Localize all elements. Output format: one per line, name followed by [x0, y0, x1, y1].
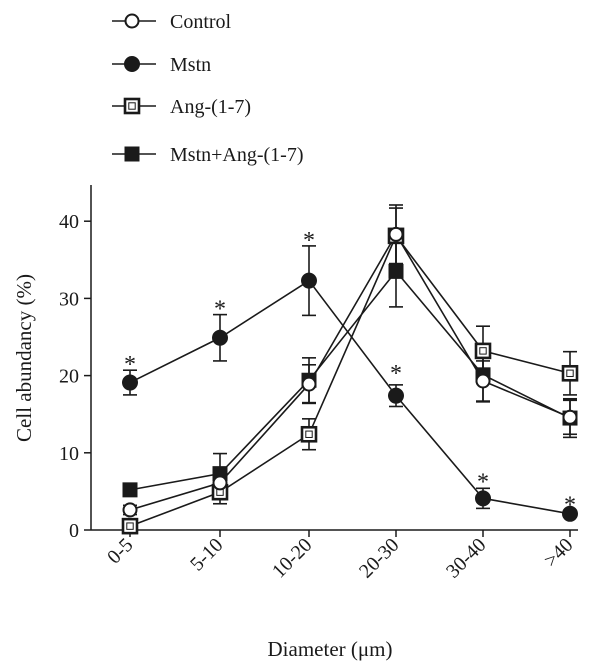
- significance-marks: * * * * * *: [124, 228, 576, 519]
- legend-label: Control: [170, 11, 232, 33]
- series-line-mstn-ang-1-7: [129, 270, 571, 491]
- data-point-ang-1-7-inner: [126, 522, 134, 530]
- data-point-mstn: [475, 490, 491, 507]
- legend-marker: [124, 56, 140, 72]
- data-point-mstn-ang-1-7: [388, 263, 404, 279]
- data-point-mstn-ang-1-7: [122, 482, 138, 498]
- data-point-ang-1-7-outer: [474, 342, 492, 360]
- data-point-ang-1-7-inner: [566, 369, 574, 377]
- x-tick-label: 0-5: [103, 534, 137, 568]
- series-line-mstn: [129, 279, 571, 515]
- series-line-ang-1-7: [129, 234, 571, 527]
- data-point-mstn: [562, 505, 578, 522]
- y-tick-label: 30: [59, 288, 79, 310]
- data-point-ang-1-7-inner: [305, 430, 313, 438]
- significance-asterisk: *: [390, 361, 402, 387]
- legend: Control Mstn Ang-(1-7) Mstn+Ang-(1-7): [112, 11, 304, 166]
- legend-marker-outer: [123, 97, 141, 115]
- data-point-mstn: [388, 387, 404, 404]
- x-tick-label: >40: [540, 534, 578, 572]
- significance-asterisk: *: [564, 492, 576, 518]
- legend-label: Ang-(1-7): [170, 96, 251, 118]
- data-point-ang-1-7: [121, 517, 139, 535]
- legend-label: Mstn: [170, 54, 211, 76]
- data-point-control: [212, 475, 228, 491]
- legend-item-mstn: Mstn: [112, 54, 211, 76]
- legend-item-ang-1-7: Ang-(1-7): [112, 96, 251, 118]
- y-axis-label: Cell abundancy (%): [12, 274, 36, 442]
- data-point-ang-1-7-outer: [300, 425, 318, 443]
- significance-asterisk: *: [477, 469, 489, 495]
- data-point-mstn: [301, 272, 317, 289]
- y-tick-label: 40: [59, 211, 79, 233]
- data-point-ang-1-7-inner: [479, 347, 487, 355]
- legend-marker-inner: [128, 102, 136, 110]
- significance-asterisk: *: [124, 352, 136, 378]
- legend-item-control: Control: [112, 11, 232, 33]
- data-point-ang-1-7-outer: [561, 364, 579, 382]
- significance-asterisk: *: [303, 228, 315, 254]
- data-point-ang-1-7: [474, 342, 492, 360]
- data-point-control: [562, 409, 578, 425]
- data-point-control: [122, 502, 138, 518]
- legend-marker: [123, 97, 141, 115]
- series-line-control: [129, 232, 571, 511]
- data-point-ang-1-7: [300, 425, 318, 443]
- y-tick-label: 10: [59, 443, 79, 465]
- x-tick-label: 5-10: [186, 534, 227, 575]
- data-point-ang-1-7-outer: [121, 517, 139, 535]
- data-point-control: [388, 226, 404, 242]
- y-tick-label: 0: [69, 520, 79, 542]
- data-point-control: [301, 376, 317, 392]
- data-point-mstn: [212, 329, 228, 346]
- data-point-control: [475, 373, 491, 389]
- legend-item-mstn-ang-1-7: Mstn+Ang-(1-7): [112, 144, 304, 166]
- series-layer: [121, 204, 579, 535]
- x-tick-label: 10-20: [268, 534, 317, 583]
- data-point-mstn: [122, 374, 138, 391]
- legend-marker: [124, 146, 140, 162]
- x-axis-label: Diameter (μm): [268, 637, 393, 661]
- data-point-ang-1-7: [561, 364, 579, 382]
- y-tick-label: 20: [59, 366, 79, 388]
- x-tick-label: 20-30: [355, 534, 404, 583]
- legend-marker: [124, 13, 140, 29]
- legend-label: Mstn+Ang-(1-7): [170, 144, 304, 166]
- x-tick-label: 30-40: [442, 534, 491, 583]
- significance-asterisk: *: [214, 297, 226, 323]
